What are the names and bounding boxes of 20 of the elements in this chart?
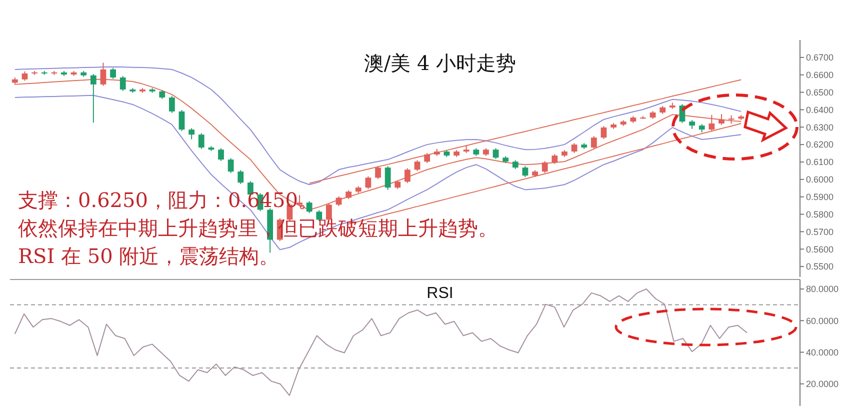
y-tick-label: 0.5800	[806, 209, 834, 220]
y-tick-label: 0.6100	[806, 157, 834, 168]
y-tick-label: 0.6200	[806, 140, 834, 150]
y-tick-label: 0.6500	[806, 87, 834, 98]
chart-title: RSI	[426, 285, 454, 302]
y-tick-label: 0.6000	[806, 174, 834, 185]
y-tick-label: 0.5500	[806, 262, 834, 272]
y-tick-label: 0.6600	[806, 70, 834, 80]
annotation: RSI 在 50 附近，震荡结构。	[18, 244, 280, 268]
y-tick-label: 0.6300	[806, 122, 834, 132]
y-tick-label: 80.0000	[806, 284, 839, 294]
y-tick-label: 40.0000	[806, 347, 839, 358]
text: 澳/美 4 小时走势	[364, 51, 516, 75]
y-tick-label: 0.5600	[806, 244, 834, 254]
y-tick-label: 0.5900	[806, 192, 834, 202]
y-tick-label: 0.6700	[806, 52, 834, 63]
y-tick-label: 0.6400	[806, 104, 834, 115]
y-tick-label: 0.5700	[806, 226, 834, 237]
y-tick-label: 20.0000	[806, 379, 839, 390]
y-tick-label: 60.0000	[806, 316, 839, 326]
